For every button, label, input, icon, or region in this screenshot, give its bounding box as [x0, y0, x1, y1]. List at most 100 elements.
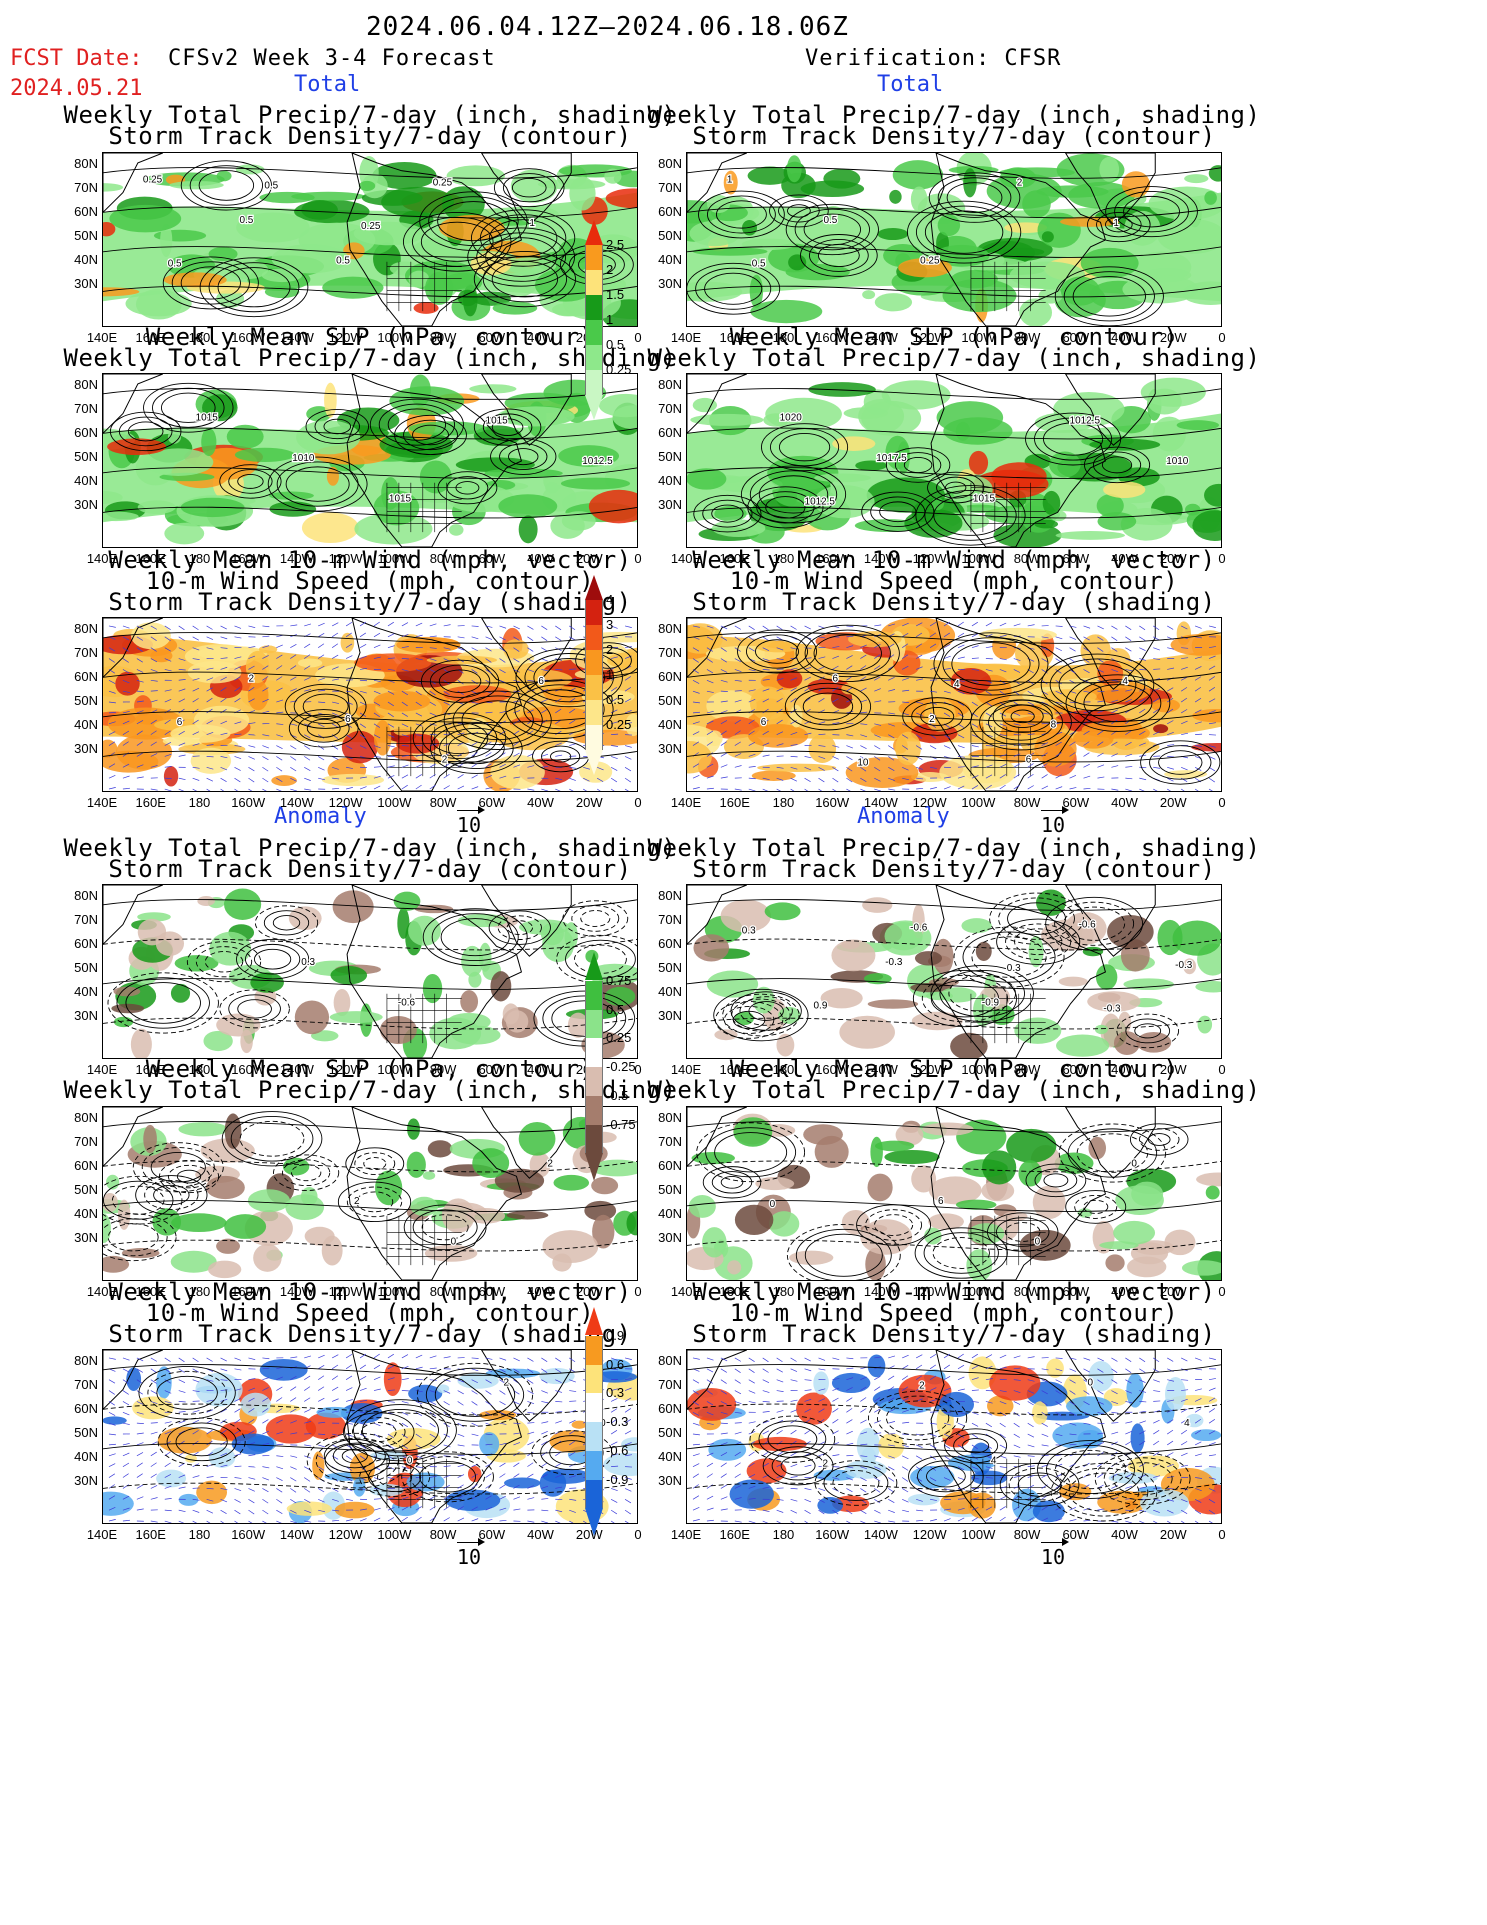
- wind-vector: [790, 1520, 795, 1523]
- contour-label: 0.25: [433, 178, 453, 189]
- wind-vector: [790, 1498, 798, 1502]
- coastline: [930, 374, 1107, 547]
- wind-vector: [387, 1444, 394, 1450]
- panel-title-line: Weekly Mean SLP (hPa, contour): [145, 323, 595, 351]
- contour-line: [1083, 446, 1151, 484]
- contour-label: 0: [1088, 1378, 1094, 1389]
- wind-vector: [569, 777, 576, 781]
- shading-blob: [1041, 231, 1054, 243]
- wind-vector: [971, 734, 979, 738]
- wind-vector: [304, 623, 312, 627]
- wind-vector: [902, 1498, 909, 1503]
- lat-tick-label: 60N: [74, 669, 98, 684]
- contour-line: [687, 1364, 1221, 1376]
- colorbar-label: 4: [606, 592, 614, 607]
- colorbar-segment: [585, 1422, 603, 1451]
- wind-vector: [610, 1509, 618, 1515]
- wind-vector: [610, 698, 618, 703]
- wind-vector: [1097, 669, 1104, 673]
- lon-tick-label: 60W: [478, 1527, 506, 1542]
- panel-title-line: 10-m Wind Speed (mph, contour): [145, 567, 595, 595]
- wind-vector: [1013, 1444, 1021, 1448]
- wind-vector: [499, 1390, 506, 1395]
- shading-blob: [729, 1479, 774, 1509]
- shading-blob: [156, 1469, 187, 1488]
- wind-vector: [1069, 1507, 1077, 1511]
- lon-tick-label: 180: [772, 1284, 795, 1299]
- wind-vector: [387, 1422, 395, 1427]
- shading-blob: [878, 1433, 905, 1459]
- lon-tick-label: 80W: [429, 1062, 457, 1077]
- wind-vector: [387, 745, 395, 748]
- shading-blob: [121, 1248, 160, 1259]
- contour-line: [723, 1005, 775, 1034]
- wind-vector: [136, 1432, 144, 1435]
- wind-vector: [541, 788, 549, 791]
- contour-line: [421, 717, 498, 760]
- shading-blob: [1060, 216, 1120, 227]
- coastline: [481, 153, 572, 225]
- wind-vector: [748, 1357, 755, 1362]
- lat-tick-label: 50N: [74, 449, 98, 464]
- wind-vector: [555, 1509, 563, 1513]
- shading-blob: [386, 1428, 441, 1450]
- wind-vector: [1139, 1440, 1146, 1446]
- lon-tick-label: 20W: [1159, 795, 1187, 810]
- coastline: [103, 885, 163, 946]
- colorbar-label: 0.3: [606, 1385, 625, 1401]
- contour-line: [927, 471, 985, 504]
- wind-vector: [1013, 712, 1021, 716]
- wind-vector: [346, 787, 353, 790]
- wind-vector: [818, 1408, 825, 1413]
- shading-blob: [790, 704, 803, 728]
- wind-vector: [860, 777, 867, 783]
- wind-vector: [1167, 1429, 1174, 1435]
- wind-vector: [734, 636, 741, 641]
- wind-vector: [555, 1462, 562, 1467]
- colorbar-label: 0.6: [606, 1356, 625, 1372]
- wind-vector: [1194, 1408, 1202, 1413]
- contour-line: [1074, 1194, 1118, 1219]
- wind-vector: [1153, 1451, 1160, 1457]
- wind-vector: [415, 1495, 423, 1500]
- wind-vector: [373, 701, 381, 706]
- shading-blob: [750, 299, 823, 324]
- wind-vector: [318, 689, 326, 692]
- wind-vector: [373, 1507, 381, 1511]
- contour-line: [354, 1152, 396, 1175]
- shading-blob: [300, 1187, 318, 1206]
- shading-blob: [831, 939, 876, 972]
- wind-vector: [1097, 776, 1105, 779]
- colorbar-segment: [585, 725, 603, 750]
- shading-blob: [987, 1395, 1014, 1417]
- wind-vector: [471, 701, 479, 705]
- wind-vector: [234, 686, 241, 692]
- contour-label: 0.5: [168, 259, 182, 270]
- shading-blob: [203, 1030, 233, 1052]
- lon-tick-label: 180: [772, 795, 795, 810]
- wind-vector: [902, 1409, 909, 1413]
- wind-vector: [178, 647, 186, 652]
- right-total-label: Total: [877, 72, 944, 97]
- wind-vector: [527, 1485, 534, 1489]
- contour-label: 1015: [973, 494, 996, 505]
- wind-vector: [401, 774, 409, 779]
- wind-vector: [262, 687, 269, 692]
- wind-vector: [692, 1463, 700, 1467]
- wind-vector: [929, 1364, 937, 1370]
- wind-vector: [860, 745, 867, 750]
- wind-vector: [206, 766, 214, 770]
- wind-vector: [150, 1368, 157, 1373]
- lon-tick-label: 180: [188, 1527, 211, 1542]
- wind-vector: [971, 723, 979, 728]
- wind-vector: [776, 766, 784, 769]
- wind-vector: [1125, 1430, 1132, 1435]
- wind-vector: [1125, 698, 1132, 703]
- contour-line: [1058, 1123, 1167, 1183]
- contour-line: [153, 1184, 190, 1206]
- contour-line: [1058, 663, 1137, 707]
- shading-blob: [170, 1250, 217, 1273]
- wind-vector: [108, 1473, 116, 1478]
- shading-blob: [1052, 1422, 1103, 1449]
- wind-vector: [610, 1488, 618, 1492]
